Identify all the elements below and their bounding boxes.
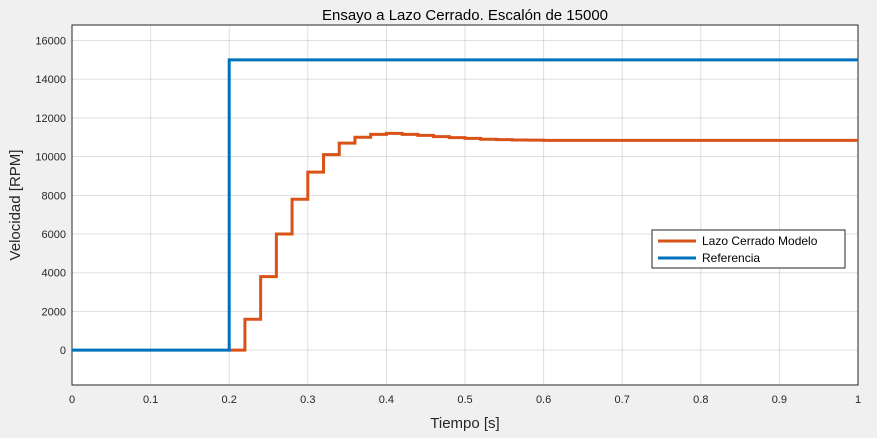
x-tick-label: 0.5 bbox=[457, 394, 472, 406]
series-group bbox=[72, 58, 858, 352]
chart-title: Ensayo a Lazo Cerrado. Escalón de 15000 bbox=[322, 7, 608, 24]
x-tick-label: 0.6 bbox=[536, 394, 551, 406]
legend: Lazo Cerrado Modelo Referencia bbox=[651, 229, 846, 269]
grid bbox=[71, 25, 859, 385]
y-tick-label: 8000 bbox=[42, 190, 66, 202]
x-tick-label: 0.4 bbox=[379, 394, 394, 406]
legend-label: Lazo Cerrado Modelo bbox=[702, 234, 818, 248]
x-tick-label: 1 bbox=[855, 394, 861, 406]
x-axis-label: Tiempo [s] bbox=[430, 415, 499, 432]
y-tick-label: 10000 bbox=[35, 152, 66, 164]
y-tick-label: 4000 bbox=[42, 268, 66, 280]
series-line-0 bbox=[229, 131, 858, 352]
x-tick-label: 0 bbox=[69, 394, 75, 406]
x-tick-label: 0.2 bbox=[222, 394, 237, 406]
series-line-1 bbox=[72, 58, 858, 352]
x-tick-label: 0.1 bbox=[143, 394, 158, 406]
y-tick-label: 16000 bbox=[35, 35, 66, 47]
y-axis-label: Velocidad [RPM] bbox=[7, 150, 24, 261]
legend-box bbox=[651, 229, 846, 269]
y-ticks: 0 2000 4000 6000 8000 10000 12000 14000 16000 bbox=[35, 35, 66, 357]
x-tick-label: 0.9 bbox=[772, 394, 787, 406]
x-ticks: 0 0.1 0.2 0.3 0.4 0.5 0.6 0.7 0.8 0.9 1 bbox=[69, 394, 861, 406]
y-tick-label: 2000 bbox=[42, 306, 66, 318]
y-tick-label: 14000 bbox=[35, 74, 66, 86]
y-tick-label: 12000 bbox=[35, 113, 66, 125]
x-tick-label: 0.7 bbox=[615, 394, 630, 406]
y-tick-label: 6000 bbox=[42, 229, 66, 241]
plot-area bbox=[71, 24, 859, 386]
x-tick-label: 0.3 bbox=[300, 394, 315, 406]
legend-label: Referencia bbox=[702, 251, 760, 265]
x-tick-label: 0.8 bbox=[693, 394, 708, 406]
y-tick-label: 0 bbox=[60, 345, 66, 357]
